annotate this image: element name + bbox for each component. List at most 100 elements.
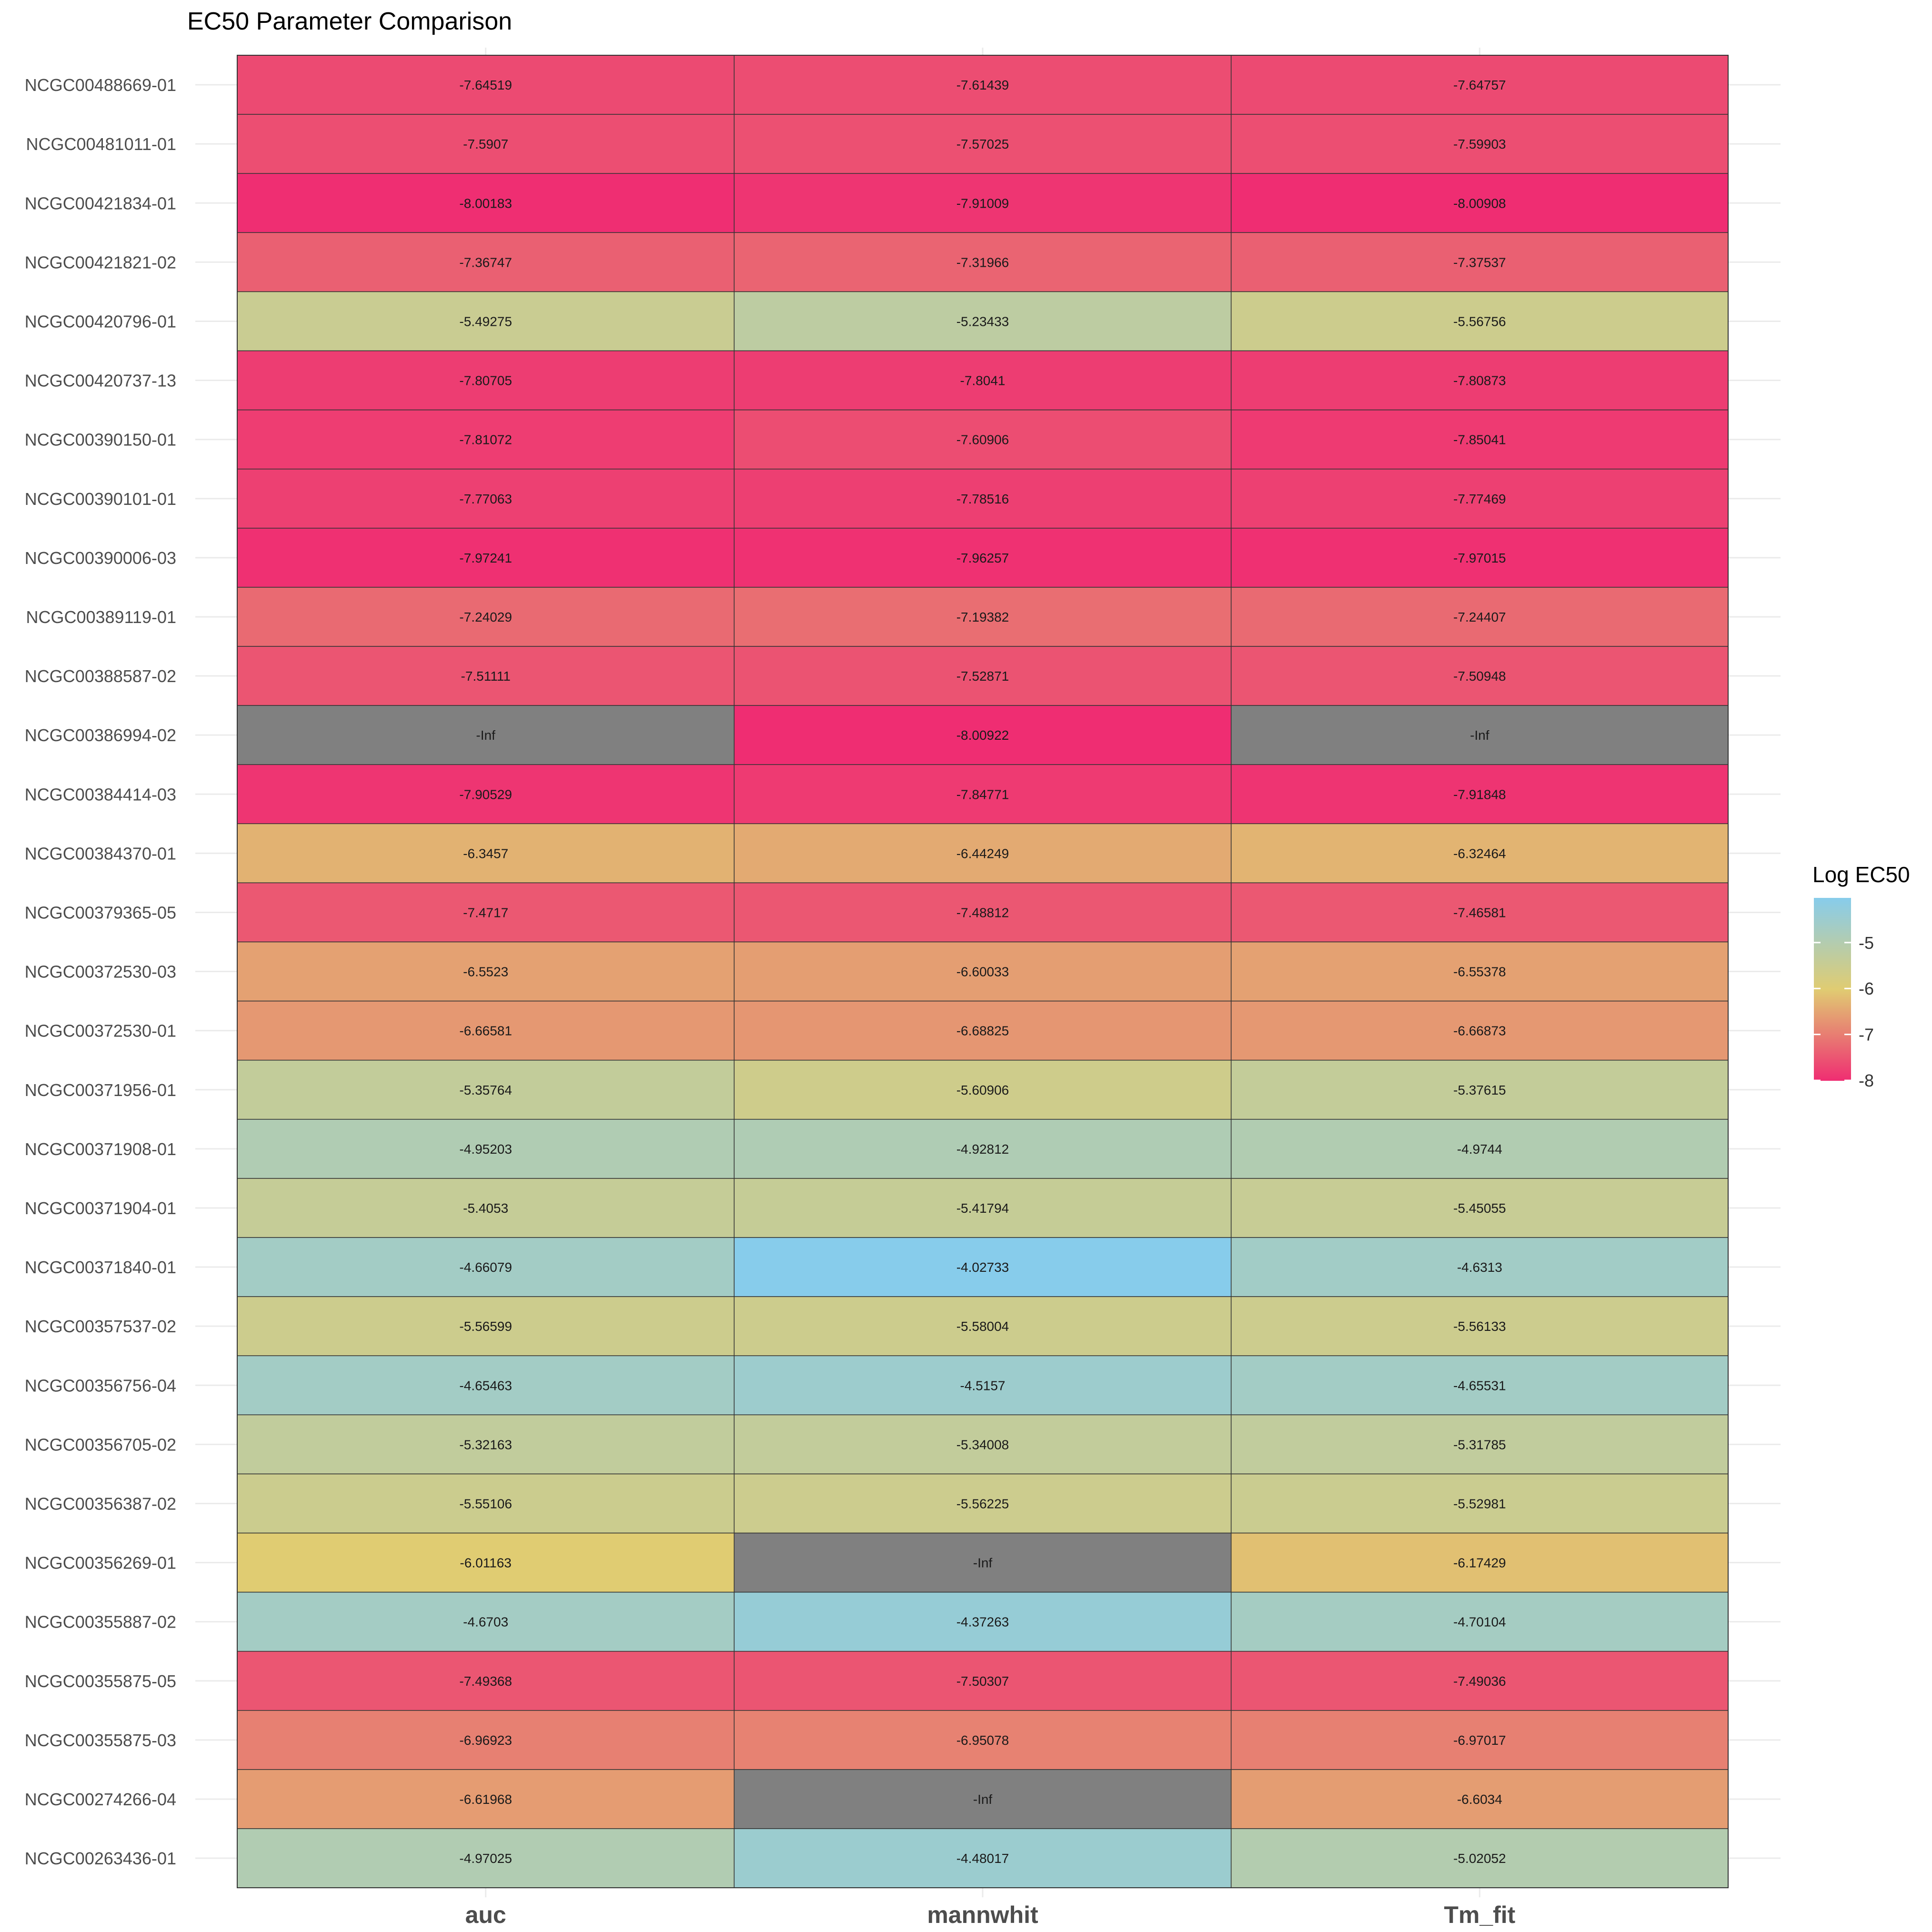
heatmap-cell <box>237 1000 735 1061</box>
row-label: NCGC00390006-03 <box>25 548 176 568</box>
cell-value-label: -7.31966 <box>956 255 1009 270</box>
row-label: NCGC00371840-01 <box>25 1258 176 1277</box>
cell-value-label: -5.56599 <box>459 1319 512 1334</box>
cell-value-label: -7.81072 <box>459 433 512 447</box>
cell-value-label: -4.6313 <box>1457 1260 1502 1275</box>
cell-value-label: -7.4717 <box>463 905 508 920</box>
cell-value-label: -5.4053 <box>463 1201 508 1216</box>
row-label: NCGC00371908-01 <box>25 1139 176 1159</box>
cell-value-label: -7.96257 <box>956 551 1009 565</box>
heatmap-cell <box>1230 1059 1729 1120</box>
row-label: NCGC00388587-02 <box>25 666 176 686</box>
heatmap-cell <box>1230 232 1729 292</box>
cell-value-label: -6.66581 <box>459 1024 512 1038</box>
cell-value-label: -6.01163 <box>460 1556 511 1570</box>
row-label: NCGC00390101-01 <box>25 489 176 509</box>
cell-value-label: -6.55378 <box>1453 965 1506 979</box>
row-label: NCGC00356269-01 <box>25 1553 176 1573</box>
cell-value-label: -7.97241 <box>459 551 512 565</box>
cell-value-label: -7.50307 <box>956 1674 1009 1689</box>
cell-value-label: -6.66873 <box>1453 1024 1506 1038</box>
cell-value-label: -8.00183 <box>459 196 512 211</box>
heatmap-cell <box>237 705 735 765</box>
cell-value-label: -7.78516 <box>956 492 1009 506</box>
heatmap-cell <box>237 1591 735 1652</box>
cell-value-label: -5.02052 <box>1453 1851 1506 1866</box>
cell-value-label: -4.02733 <box>956 1260 1009 1275</box>
cell-value-label: -7.24029 <box>459 610 512 624</box>
row-label: NCGC00421821-02 <box>25 252 176 272</box>
heatmap-cell <box>1230 764 1729 825</box>
heatmap-cell <box>237 1650 735 1711</box>
heatmap-cell <box>1230 882 1729 943</box>
heatmap-cell <box>237 409 735 470</box>
cell-value-label: -7.51111 <box>461 669 511 684</box>
heatmap-cell <box>734 1650 1232 1711</box>
heatmap-cell <box>734 1473 1232 1534</box>
cell-value-label: -4.65463 <box>459 1378 512 1393</box>
cell-value-label: -5.58004 <box>956 1319 1009 1334</box>
row-label: NCGC00355875-05 <box>25 1671 176 1691</box>
cell-value-label: -6.60033 <box>956 965 1009 979</box>
cell-value-label: -7.49368 <box>459 1674 512 1689</box>
row-label: NCGC00384414-03 <box>25 785 176 804</box>
cell-value-label: -7.90529 <box>459 787 512 802</box>
row-label: NCGC00420796-01 <box>25 312 176 331</box>
heatmap-cell <box>734 823 1232 884</box>
cell-value-label: -7.49036 <box>1453 1674 1506 1689</box>
heatmap-cell <box>237 1828 735 1888</box>
legend-tick-label: -5 <box>1859 933 1874 953</box>
heatmap-cell <box>734 1237 1232 1297</box>
heatmap-cell <box>237 1059 735 1120</box>
legend-colorbar <box>1814 898 1851 1081</box>
row-label: NCGC00379365-05 <box>25 903 176 922</box>
cell-value-label: -5.60906 <box>956 1083 1009 1097</box>
cell-value-label: -4.97025 <box>459 1851 512 1866</box>
heatmap-cell <box>734 646 1232 706</box>
cell-value-label: -8.00908 <box>1453 196 1506 211</box>
heatmap-cell <box>237 646 735 706</box>
row-label: NCGC00356756-04 <box>25 1376 176 1395</box>
cell-value-label: -5.55106 <box>459 1496 512 1511</box>
cell-value-label: -7.8041 <box>960 373 1006 388</box>
row-label: NCGC00384370-01 <box>25 844 176 863</box>
cell-value-label: -7.91009 <box>956 196 1009 211</box>
heatmap-cell <box>734 1355 1232 1416</box>
row-label: NCGC00357537-02 <box>25 1317 176 1336</box>
row-label: NCGC00488669-01 <box>25 75 176 95</box>
heatmap-cell <box>734 528 1232 588</box>
cell-value-label: -Inf <box>476 728 495 743</box>
cell-value-label: -6.17429 <box>1453 1556 1506 1570</box>
column-label: mannwhit <box>927 1902 1038 1928</box>
row-label: NCGC00356705-02 <box>25 1435 176 1454</box>
cell-value-label: -4.48017 <box>956 1851 1009 1866</box>
cell-value-label: -7.64519 <box>459 78 512 92</box>
cell-value-label: -7.5907 <box>463 137 508 151</box>
heatmap-cell <box>734 1769 1232 1829</box>
cell-value-label: -7.50948 <box>1453 669 1506 684</box>
cell-value-label: -4.6703 <box>463 1615 508 1630</box>
heatmap-cell <box>1230 114 1729 174</box>
cell-value-label: -4.5157 <box>960 1378 1006 1393</box>
heatmap-cell <box>237 1237 735 1297</box>
cell-value-label: -Inf <box>973 1792 993 1807</box>
heatmap-cell <box>1230 173 1729 233</box>
cell-value-label: -7.85041 <box>1453 433 1506 447</box>
heatmap-cell <box>1230 587 1729 647</box>
row-label: NCGC00274266-04 <box>25 1790 176 1809</box>
heatmap-cell <box>237 823 735 884</box>
cell-value-label: -7.57025 <box>956 137 1009 151</box>
cell-value-label: -7.24407 <box>1453 610 1506 624</box>
heatmap-cell <box>1230 1237 1729 1297</box>
heatmap-cell <box>1230 1178 1729 1238</box>
cell-value-label: -7.19382 <box>956 610 1009 624</box>
heatmap-cell <box>734 1059 1232 1120</box>
cell-value-label: -7.80705 <box>459 373 512 388</box>
cell-value-label: -7.77469 <box>1453 492 1506 506</box>
heatmap-cell <box>1230 1355 1729 1416</box>
cell-value-label: -6.97017 <box>1453 1733 1506 1748</box>
heatmap-cell <box>237 1414 735 1475</box>
cell-value-label: -7.46581 <box>1453 905 1506 920</box>
cell-value-label: -7.37537 <box>1453 255 1506 270</box>
